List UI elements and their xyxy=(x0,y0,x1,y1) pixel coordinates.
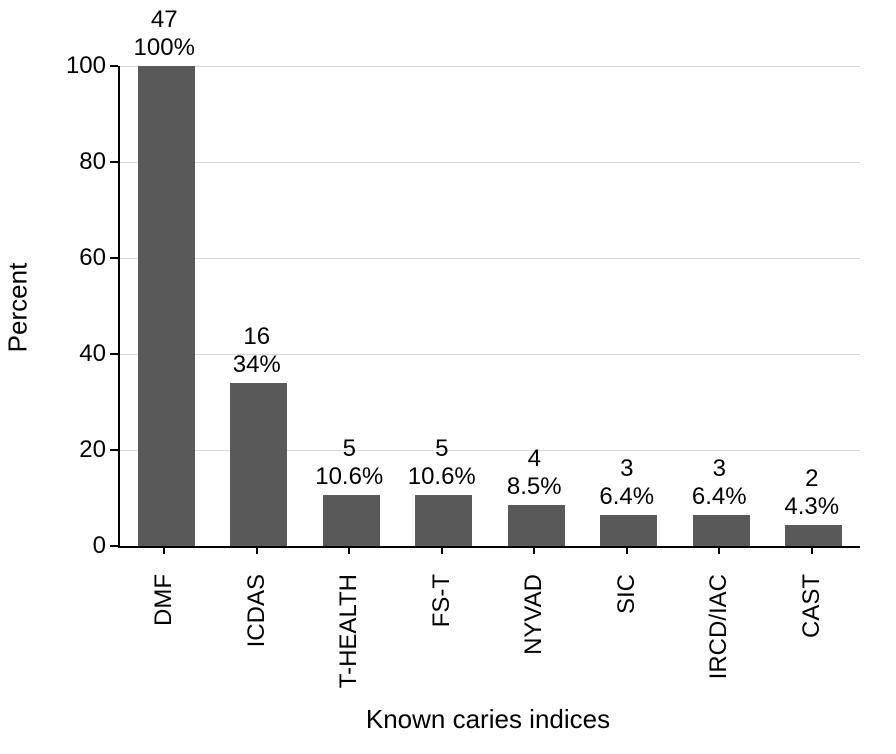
y-tick xyxy=(110,449,118,451)
grid-line xyxy=(120,66,860,67)
grid-line xyxy=(120,162,860,163)
y-tick xyxy=(110,545,118,547)
y-tick-label: 0 xyxy=(56,532,106,560)
bar xyxy=(600,515,657,546)
x-tick xyxy=(811,546,813,554)
y-tick xyxy=(110,161,118,163)
x-tick xyxy=(348,546,350,554)
grid-line xyxy=(120,258,860,259)
x-tick-label: FS-T xyxy=(428,574,456,724)
bar-percent-label: 34% xyxy=(201,351,314,379)
x-tick xyxy=(256,546,258,554)
x-axis-title: Known caries indices xyxy=(118,704,858,735)
x-tick-label: T-HEALTH xyxy=(335,574,363,724)
x-tick-label: ICDAS xyxy=(243,574,271,724)
x-tick-label: NYVAD xyxy=(520,574,548,724)
x-tick xyxy=(626,546,628,554)
bar xyxy=(138,66,195,546)
bar-count-label: 16 xyxy=(201,323,314,351)
bar-count-label: 2 xyxy=(756,465,869,493)
x-tick-label: DMF xyxy=(150,574,178,724)
y-tick xyxy=(110,257,118,259)
y-tick xyxy=(110,353,118,355)
x-tick-label: SIC xyxy=(613,574,641,724)
x-tick xyxy=(533,546,535,554)
y-tick-label: 20 xyxy=(56,436,106,464)
bar xyxy=(785,525,842,546)
y-tick xyxy=(110,65,118,67)
y-axis-title: Percent xyxy=(3,248,34,368)
y-tick-label: 40 xyxy=(56,340,106,368)
bar xyxy=(230,383,287,546)
bar-count-label: 47 xyxy=(108,6,221,34)
bar xyxy=(323,495,380,546)
bar-percent-label: 4.3% xyxy=(756,493,869,521)
x-tick xyxy=(163,546,165,554)
bar xyxy=(508,505,565,546)
y-tick-label: 100 xyxy=(56,52,106,80)
y-tick-label: 80 xyxy=(56,148,106,176)
x-tick xyxy=(441,546,443,554)
y-tick-label: 60 xyxy=(56,244,106,272)
chart-container: Percent Known caries indices 0 20 40 60 80 10… xyxy=(0,0,896,754)
x-tick-label: IRCD/IAC xyxy=(705,574,733,724)
bar xyxy=(415,495,472,546)
bar-percent-label: 100% xyxy=(108,34,221,62)
x-tick xyxy=(718,546,720,554)
bar xyxy=(693,515,750,546)
x-tick-label: CAST xyxy=(798,574,826,724)
